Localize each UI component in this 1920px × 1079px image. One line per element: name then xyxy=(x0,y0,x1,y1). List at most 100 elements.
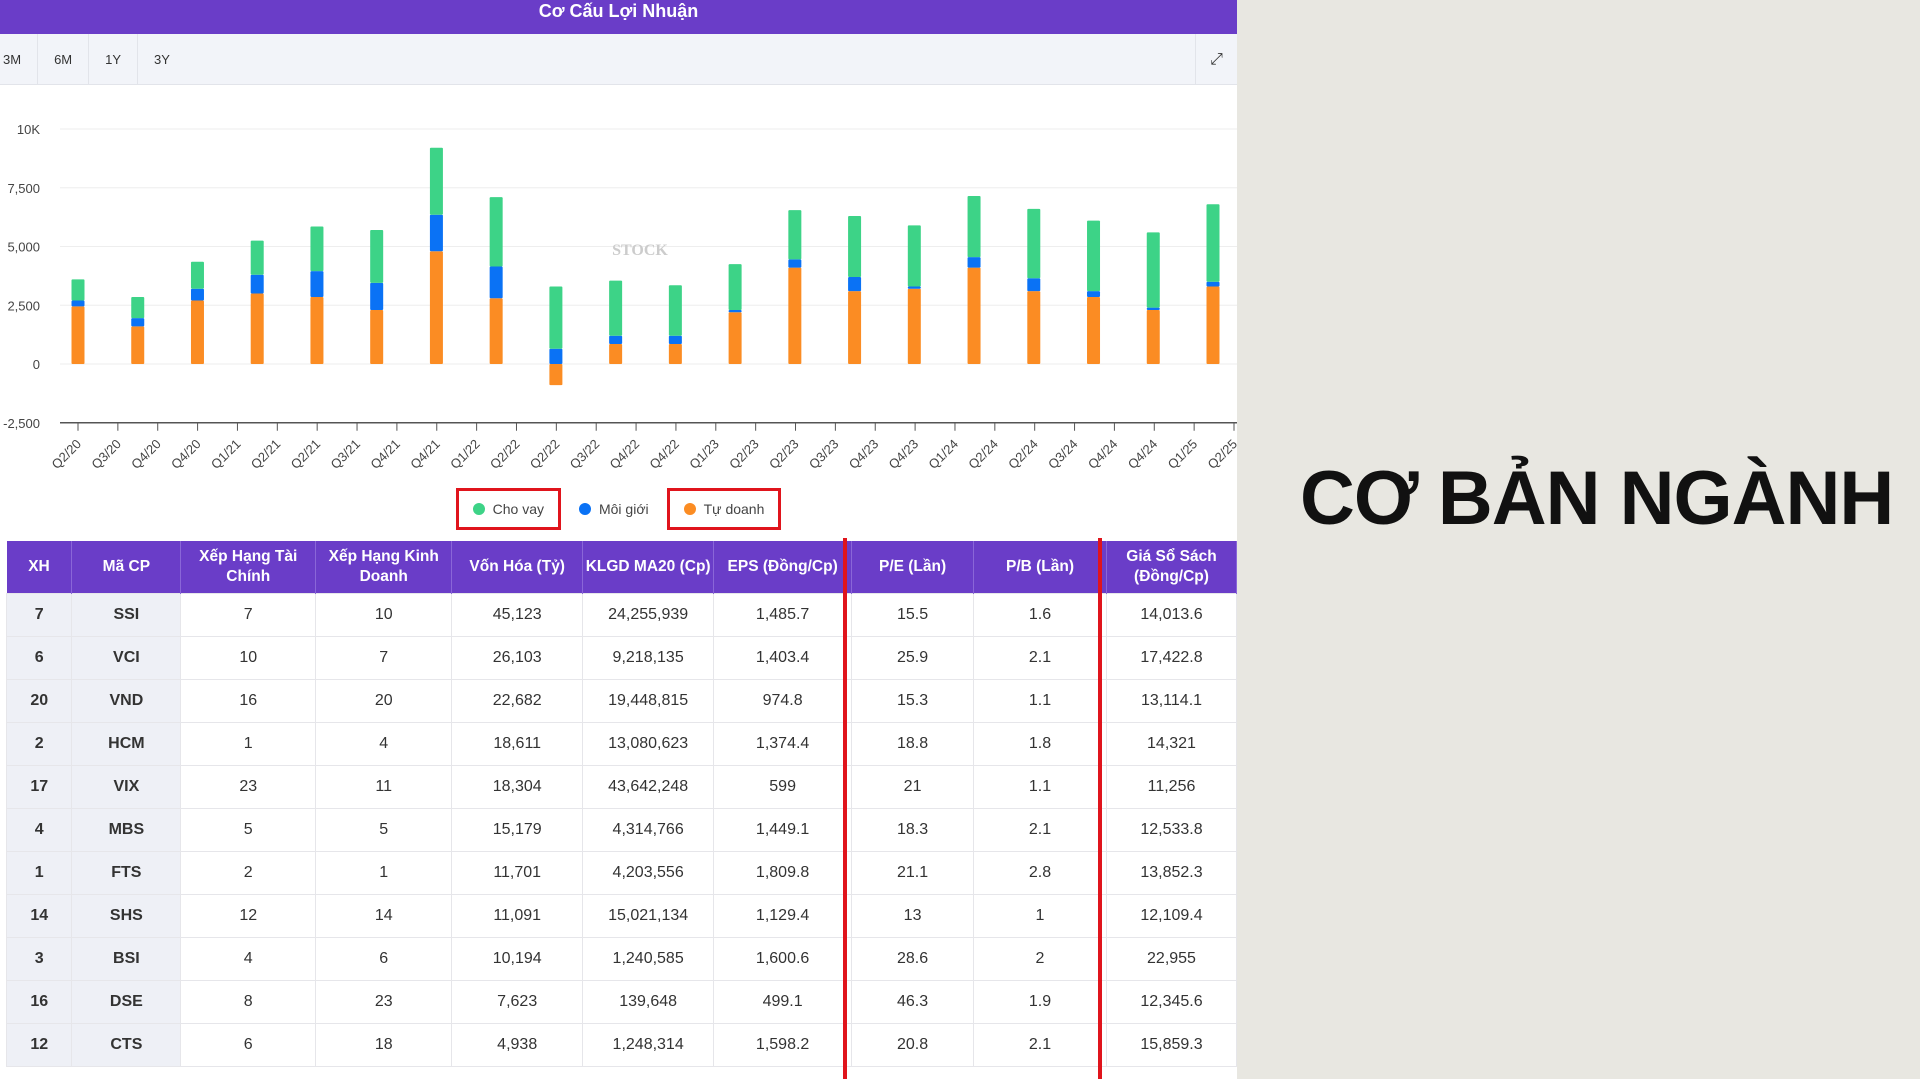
bar-segment xyxy=(1087,291,1101,298)
x-tick-label: Q3/23 xyxy=(806,436,842,472)
legend-label: Tự doanh xyxy=(703,501,765,517)
table-cell: 2.1 xyxy=(973,807,1107,852)
table-row[interactable]: 1 FTS 2 1 11,701 4,203,556 1,809.8 21.1 2.8 13,85… xyxy=(5,850,1237,895)
column-header[interactable]: Xếp Hạng Tài Chính xyxy=(180,541,317,593)
table-cell: MBS xyxy=(71,807,182,852)
bar-segment xyxy=(1146,307,1160,310)
table-row[interactable]: 3 BSI 4 6 10,194 1,240,585 1,600.6 28.6 2 22,955 xyxy=(5,936,1237,981)
column-header[interactable]: EPS (Đồng/Cp) xyxy=(713,541,853,593)
table-cell: 2 xyxy=(180,850,317,895)
table-row[interactable]: 20 VND 16 20 22,682 19,448,815 974.8 15.3 1.1 13,… xyxy=(5,678,1237,723)
bar-segment xyxy=(429,214,443,252)
table-cell: 2 xyxy=(5,721,73,766)
bar-segment xyxy=(190,288,204,301)
x-tick-label: Q2/21 xyxy=(288,436,324,472)
table-cell: 1.1 xyxy=(973,678,1107,723)
x-tick-label: Q4/24 xyxy=(1085,436,1121,472)
table-row[interactable]: 6 VCI 10 7 26,103 9,218,135 1,403.4 25.9 2.1 17,4… xyxy=(5,635,1237,680)
x-tick-label: Q1/25 xyxy=(1165,436,1201,472)
bar-segment xyxy=(489,298,503,364)
y-tick-label: 5,000 xyxy=(7,240,40,255)
table-cell: 46.3 xyxy=(851,979,975,1024)
column-header[interactable]: Mã CP xyxy=(71,541,182,593)
table-cell: 28.6 xyxy=(851,936,975,981)
bar-segment xyxy=(788,210,802,260)
table-cell: 10,194 xyxy=(451,936,584,981)
range-1y-button[interactable]: 1Y xyxy=(89,34,139,84)
x-tick-label: Q3/22 xyxy=(567,436,603,472)
range-3m-button[interactable]: 3M xyxy=(0,34,39,84)
table-cell: FTS xyxy=(71,850,182,895)
bar-segment xyxy=(131,326,145,364)
industry-table: XH Mã CP Xếp Hạng Tài Chính Xếp Hạng Kinh D… xyxy=(5,541,1237,1067)
x-tick-label: Q1/22 xyxy=(447,436,483,472)
bar-segment xyxy=(549,348,563,364)
legend-cho-vay[interactable]: Cho vay xyxy=(455,488,561,530)
table-cell: 4,938 xyxy=(451,1022,584,1067)
table-cell: 1,248,314 xyxy=(582,1022,715,1067)
table-cell: 15.5 xyxy=(851,592,975,637)
table-cell: 14 xyxy=(5,893,73,938)
table-cell: 12,533.8 xyxy=(1105,807,1237,852)
bar-segment xyxy=(848,291,862,364)
table-cell: HCM xyxy=(71,721,182,766)
table-cell: 13 xyxy=(851,893,975,938)
table-row[interactable]: 7 SSI 7 10 45,123 24,255,939 1,485.7 15.5 1.6 14,… xyxy=(5,592,1237,637)
column-header[interactable]: Vốn Hóa (Tỷ) xyxy=(451,541,584,593)
table-cell: BSI xyxy=(71,936,182,981)
bar-segment xyxy=(71,306,85,364)
table-cell: SHS xyxy=(71,893,182,938)
column-header[interactable]: Giá Sổ Sách (Đồng/Cp) xyxy=(1106,541,1237,593)
table-row[interactable]: 16 DSE 8 23 7,623 139,648 499.1 46.3 1.9 12,345.6 xyxy=(5,979,1237,1024)
range-6m-button[interactable]: 6M xyxy=(38,34,90,84)
x-tick-label: Q4/22 xyxy=(646,436,682,472)
table-row[interactable]: 2 HCM 1 4 18,611 13,080,623 1,374.4 18.8 1.8 14,3… xyxy=(5,721,1237,766)
bar-segment xyxy=(429,147,443,215)
bar-segment xyxy=(848,215,862,278)
bar-segment xyxy=(609,344,623,364)
table-cell: 11,091 xyxy=(451,893,584,938)
x-tick-label: Q2/23 xyxy=(766,436,802,472)
table-cell: 17,422.8 xyxy=(1105,635,1237,680)
table-cell: 1 xyxy=(180,721,317,766)
panel-title: Cơ Cấu Lợi Nhuận xyxy=(0,0,1237,34)
column-header[interactable]: KLGD MA20 (Cp) xyxy=(582,541,715,593)
table-row[interactable]: 12 CTS 6 18 4,938 1,248,314 1,598.2 20.8 2.1 15,8… xyxy=(5,1022,1237,1067)
table-cell: 1,403.4 xyxy=(713,635,853,680)
column-header[interactable]: Xếp Hạng Kinh Doanh xyxy=(315,541,453,593)
range-3y-button[interactable]: 3Y xyxy=(154,52,170,67)
x-tick-label: Q2/20 xyxy=(48,436,84,472)
x-tick-label: Q2/21 xyxy=(248,436,284,472)
bar-segment xyxy=(370,230,384,283)
column-header[interactable]: P/B (Lần) xyxy=(973,541,1107,593)
table-row[interactable]: 14 SHS 12 14 11,091 15,021,134 1,129.4 13 1 12,10… xyxy=(5,893,1237,938)
column-header[interactable]: XH xyxy=(6,541,73,593)
bar-segment xyxy=(907,288,921,364)
table-cell: 12,109.4 xyxy=(1105,893,1237,938)
expand-icon[interactable]: ⤢ xyxy=(1195,34,1237,85)
table-cell: VND xyxy=(71,678,182,723)
table-cell: 1,809.8 xyxy=(713,850,853,895)
table-cell: 6 xyxy=(315,936,453,981)
bar-segment xyxy=(967,195,981,258)
y-tick-label: 0 xyxy=(33,357,40,372)
x-tick-label: Q2/22 xyxy=(527,436,563,472)
table-cell: 4 xyxy=(180,936,317,981)
x-tick-label: Q3/24 xyxy=(1045,436,1081,472)
legend-label: Cho vay xyxy=(492,501,544,517)
table-row[interactable]: 17 VIX 23 11 18,304 43,642,248 599 21 1.1 11,256 xyxy=(5,764,1237,809)
column-header[interactable]: P/E (Lần) xyxy=(851,541,975,593)
table-row[interactable]: 4 MBS 5 5 15,179 4,314,766 1,449.1 18.3 2.1 12,53… xyxy=(5,807,1237,852)
bar-segment xyxy=(788,267,802,364)
table-cell: 13,852.3 xyxy=(1105,850,1237,895)
table-cell: 2 xyxy=(973,936,1107,981)
bar-segment xyxy=(728,309,742,313)
bar-segment xyxy=(967,267,981,364)
legend-moi-gioi[interactable]: Môi giới xyxy=(565,488,663,530)
legend-tu-doanh[interactable]: Tự doanh xyxy=(666,488,782,530)
table-cell: 43,642,248 xyxy=(582,764,715,809)
bar-segment xyxy=(370,309,384,364)
table-cell: 5 xyxy=(180,807,317,852)
bar-segment xyxy=(668,335,682,345)
